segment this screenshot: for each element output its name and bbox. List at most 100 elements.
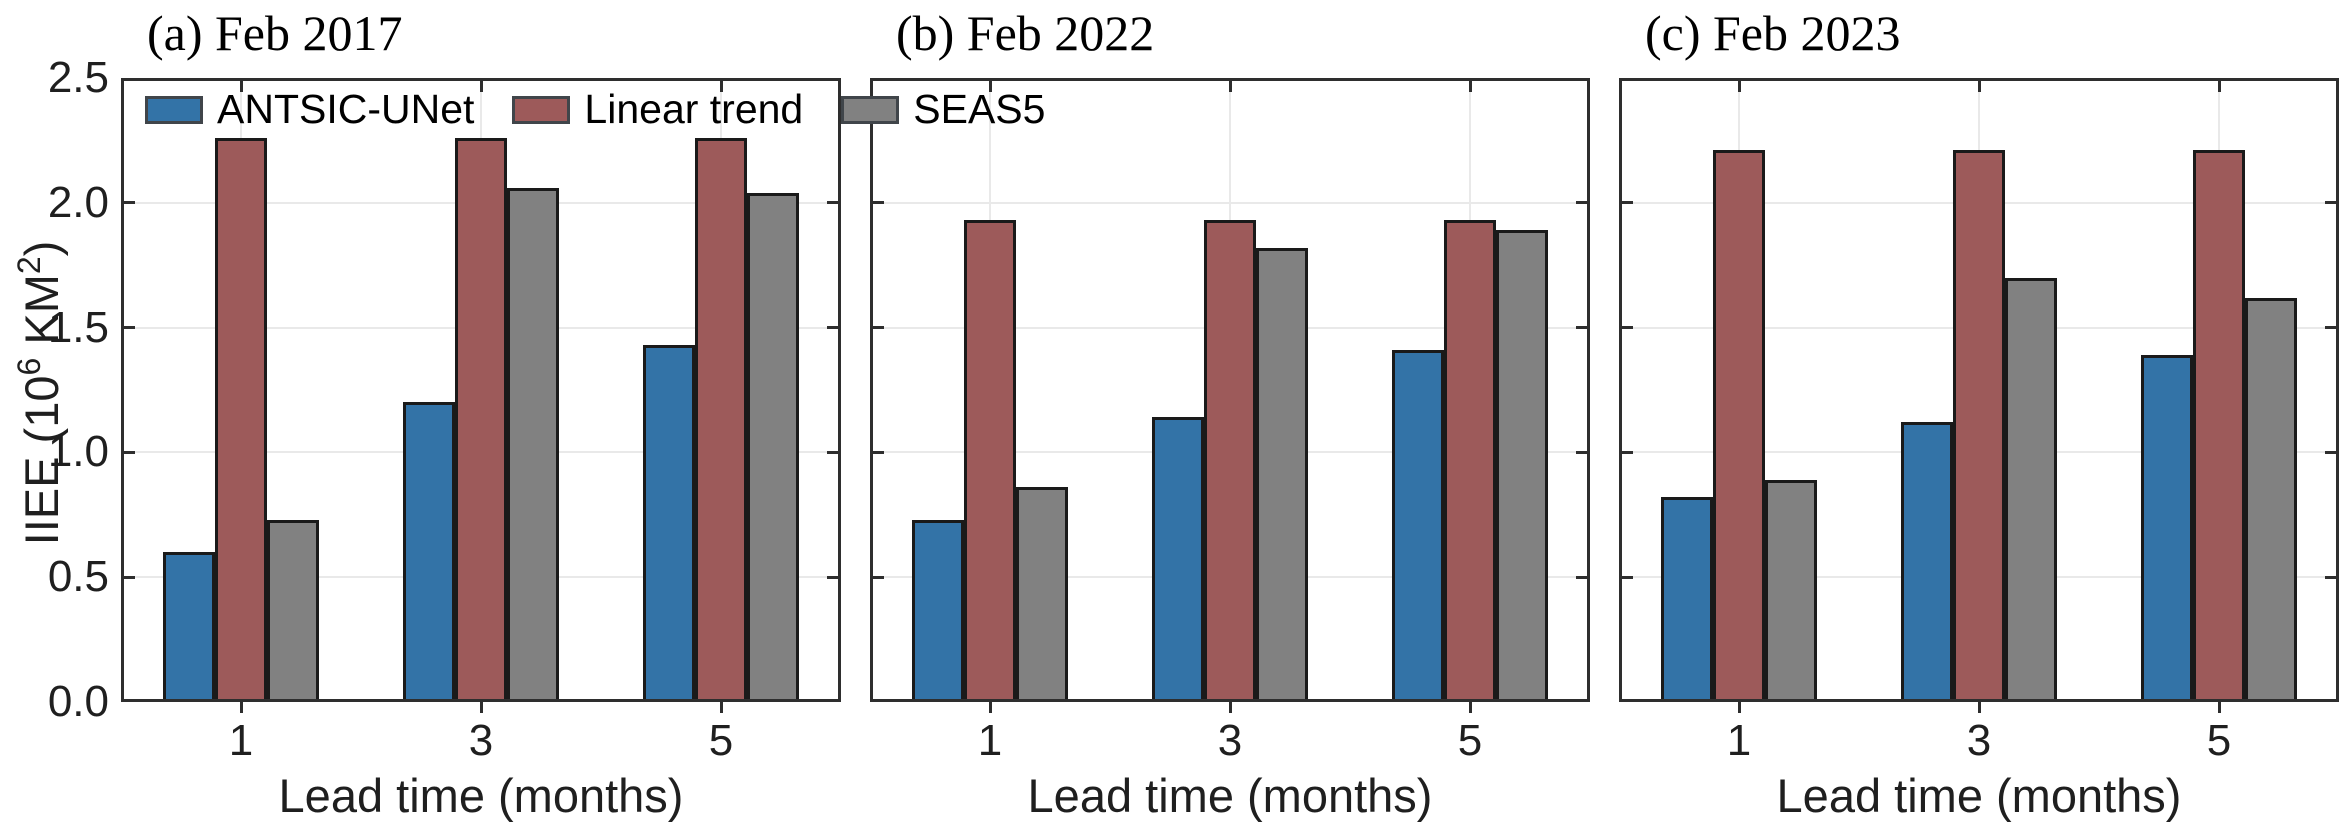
bar-linear-trend [455, 137, 507, 702]
bar-antsic-unet [1152, 417, 1204, 702]
x-axis-label-c: Lead time (months) [1776, 769, 2182, 822]
y-tick-mark [121, 450, 135, 454]
panel-title-a: (a) Feb 2017 [147, 5, 403, 61]
y-tick-mark [1619, 575, 1633, 579]
y-tick-label: 2.5 [47, 53, 109, 102]
plot-area-b [870, 78, 1590, 713]
y-tick-mark [2325, 326, 2339, 330]
x-tick-mark-top [1737, 78, 1741, 92]
y-tick-mark [870, 575, 884, 579]
x-tick-mark-bottom [1228, 702, 1232, 713]
bar-linear-trend [1204, 220, 1256, 702]
bar-seas5 [2245, 297, 2297, 702]
x-tick-label: 5 [1457, 716, 1483, 765]
x-tick-mark-top [988, 78, 992, 92]
x-tick-mark-top [1977, 78, 1981, 92]
y-axis-label-superscript: 2 [11, 256, 47, 275]
legend-swatch [145, 95, 203, 124]
x-tick-mark-bottom [239, 702, 243, 713]
y-tick-mark [870, 450, 884, 454]
y-tick-mark [827, 575, 841, 579]
plot-area-a: ANTSIC-UNet Linear trend SEAS5 [121, 78, 1045, 713]
panel-title-c: (c) Feb 2023 [1645, 5, 1901, 61]
legend-item: ANTSIC-UNet [145, 86, 474, 133]
y-axis-label-text: ) [15, 240, 68, 257]
x-tick-mark-top [1228, 78, 1232, 92]
bar-linear-trend [1953, 150, 2005, 702]
bar-antsic-unet [163, 552, 215, 702]
y-tick-label: 0.0 [47, 677, 109, 726]
x-tick-mark-top [719, 78, 723, 92]
plot-area-c [1619, 78, 2339, 713]
legend-item: Linear trend [512, 86, 803, 133]
bar-linear-trend [964, 220, 1016, 702]
y-axis-label: IIEE (106 KM2) [11, 203, 68, 583]
y-tick-mark [1576, 575, 1590, 579]
legend-label: SEAS5 [913, 86, 1046, 132]
bar-antsic-unet [643, 345, 695, 702]
x-tick-label: 5 [2206, 716, 2232, 765]
x-tick-mark-bottom [988, 702, 992, 713]
bar-antsic-unet [1392, 350, 1444, 702]
x-tick-label: 3 [1966, 716, 1992, 765]
y-tick-label: 1.5 [47, 302, 109, 352]
x-tick-label: 1 [977, 716, 1003, 765]
legend-label: Linear trend [584, 86, 804, 132]
bar-antsic-unet [1901, 422, 1953, 702]
y-tick-mark [121, 326, 135, 330]
y-tick-mark [827, 326, 841, 330]
x-tick-label: 3 [468, 716, 494, 765]
bar-antsic-unet [2141, 355, 2193, 702]
bar-antsic-unet [912, 519, 964, 702]
y-tick-mark [1619, 450, 1633, 454]
y-tick-mark [2325, 201, 2339, 205]
x-tick-mark-top [1468, 78, 1472, 92]
legend: ANTSIC-UNet Linear trend SEAS5 [145, 86, 1045, 133]
x-tick-mark-top [2217, 78, 2221, 92]
bar-linear-trend [1444, 220, 1496, 702]
bar-seas5 [1765, 479, 1817, 702]
x-tick-mark-bottom [1737, 702, 1741, 713]
x-tick-mark-top [479, 78, 483, 92]
bar-linear-trend [695, 137, 747, 702]
bar-seas5 [507, 187, 559, 702]
bar-seas5 [747, 192, 799, 702]
y-tick-label: 2.0 [47, 177, 109, 227]
bar-seas5 [2005, 277, 2057, 702]
bar-antsic-unet [1661, 497, 1713, 702]
x-tick-mark-bottom [719, 702, 723, 713]
x-axis-label-a: Lead time (months) [278, 769, 684, 822]
bar-linear-trend [1713, 150, 1765, 702]
x-tick-label: 5 [708, 716, 734, 765]
y-tick-mark [2325, 450, 2339, 454]
x-axis-label-b: Lead time (months) [1027, 769, 1433, 822]
bar-seas5 [1496, 230, 1548, 702]
y-tick-mark [1619, 201, 1633, 205]
x-tick-mark-bottom [2217, 702, 2221, 713]
y-tick-mark [121, 575, 135, 579]
x-tick-label: 1 [1726, 716, 1752, 765]
legend-label: ANTSIC-UNet [217, 86, 475, 132]
legend-swatch [512, 95, 571, 124]
bar-seas5 [267, 519, 319, 702]
y-tick-mark [1576, 201, 1590, 205]
bar-linear-trend [215, 137, 267, 702]
panel-title-b: (b) Feb 2022 [896, 5, 1155, 61]
x-tick-label: 3 [1217, 716, 1243, 765]
y-tick-label: 0.5 [47, 552, 109, 602]
bar-seas5 [1016, 487, 1068, 702]
x-tick-mark-bottom [1977, 702, 1981, 713]
bar-linear-trend [2193, 150, 2245, 702]
x-tick-mark-bottom [1468, 702, 1472, 713]
x-tick-mark-top [239, 78, 243, 92]
legend-item: SEAS5 [841, 86, 1045, 133]
y-tick-mark [870, 201, 884, 205]
y-tick-mark [827, 201, 841, 205]
y-axis-label-superscript: 6 [11, 357, 47, 376]
x-tick-label: 1 [228, 716, 254, 765]
legend-swatch [841, 95, 900, 124]
y-tick-label: 1.0 [47, 427, 109, 477]
y-tick-mark [1619, 326, 1633, 330]
y-tick-mark [121, 201, 135, 205]
